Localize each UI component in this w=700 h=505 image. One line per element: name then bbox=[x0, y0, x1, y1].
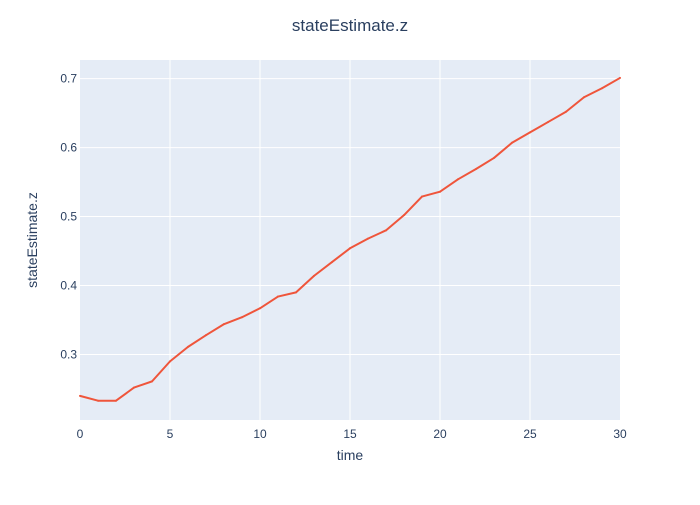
y-axis-ticks: 0.3 0.4 0.5 0.6 0.7 bbox=[60, 72, 77, 362]
data-point bbox=[403, 214, 405, 217]
x-tick-label: 10 bbox=[253, 427, 267, 441]
x-tick-label: 25 bbox=[523, 427, 537, 441]
data-point bbox=[367, 237, 369, 240]
data-point bbox=[187, 345, 189, 348]
data-point bbox=[79, 394, 81, 397]
x-tick-label: 20 bbox=[433, 427, 447, 441]
data-point bbox=[493, 156, 495, 159]
y-tick-label: 0.6 bbox=[60, 141, 77, 155]
x-tick-label: 0 bbox=[77, 427, 84, 441]
data-point bbox=[583, 96, 585, 99]
data-point bbox=[529, 131, 531, 134]
y-tick-label: 0.7 bbox=[60, 72, 77, 86]
data-point bbox=[601, 87, 603, 90]
data-point bbox=[151, 380, 153, 383]
x-tick-label: 30 bbox=[613, 427, 627, 441]
x-axis-label: time bbox=[337, 447, 364, 463]
data-point bbox=[475, 167, 477, 170]
x-tick-label: 15 bbox=[343, 427, 357, 441]
data-point bbox=[295, 291, 297, 294]
x-axis-ticks: 0 5 10 15 20 25 30 bbox=[77, 427, 627, 441]
data-point bbox=[421, 195, 423, 198]
data-point bbox=[277, 295, 279, 298]
data-point bbox=[385, 229, 387, 232]
chart-title: stateEstimate.z bbox=[292, 16, 408, 35]
data-point bbox=[511, 141, 513, 144]
data-point bbox=[97, 399, 99, 402]
data-point bbox=[349, 247, 351, 250]
data-point bbox=[457, 178, 459, 181]
data-point bbox=[313, 274, 315, 277]
data-point bbox=[169, 360, 171, 363]
data-point bbox=[565, 110, 567, 113]
data-point bbox=[547, 121, 549, 124]
data-point bbox=[439, 190, 441, 193]
data-point bbox=[331, 261, 333, 264]
y-tick-label: 0.4 bbox=[60, 279, 77, 293]
data-point bbox=[133, 386, 135, 389]
y-tick-label: 0.3 bbox=[60, 347, 77, 361]
x-tick-label: 5 bbox=[167, 427, 174, 441]
data-point bbox=[205, 334, 207, 337]
data-point bbox=[115, 399, 117, 402]
data-point bbox=[619, 76, 621, 79]
y-tick-label: 0.5 bbox=[60, 210, 77, 224]
data-point bbox=[223, 323, 225, 326]
grid bbox=[80, 60, 620, 420]
data-point bbox=[259, 307, 261, 310]
data-point bbox=[241, 316, 243, 319]
y-axis-label: stateEstimate.z bbox=[24, 192, 40, 288]
series-layer bbox=[79, 76, 621, 402]
